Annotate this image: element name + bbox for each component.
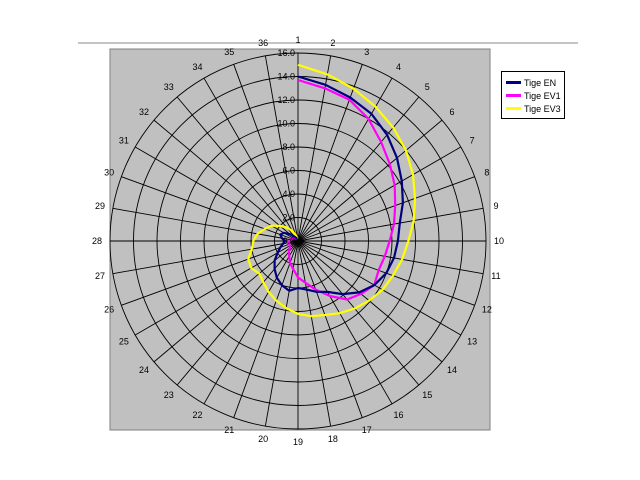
grid-spoke — [297, 96, 420, 242]
grid-spoke — [297, 240, 484, 275]
grid-spoke — [121, 240, 299, 306]
category-label: 16 — [393, 410, 403, 420]
category-label: 2 — [330, 38, 335, 48]
category-label: 15 — [422, 390, 432, 400]
radial-tick-label: 10.0 — [277, 119, 295, 129]
category-label: 26 — [104, 305, 114, 315]
grid-spoke — [112, 240, 299, 275]
category-label: 30 — [104, 167, 114, 177]
grid-spoke — [297, 240, 462, 336]
radial-tick-label: 14.0 — [277, 72, 295, 82]
grid-spoke — [297, 207, 484, 242]
category-label: 25 — [119, 337, 129, 347]
legend-label: Tige EV3 — [524, 103, 561, 114]
category-label: 17 — [362, 425, 372, 435]
category-label: 19 — [293, 437, 303, 447]
legend-swatch — [506, 81, 521, 84]
category-label: 7 — [470, 136, 475, 146]
grid-spoke — [176, 240, 299, 386]
grid-spoke — [233, 240, 299, 418]
category-label: 9 — [493, 201, 498, 211]
category-label: 11 — [491, 271, 500, 281]
radial-tick-label: 12.0 — [277, 95, 295, 105]
grid-spoke — [121, 176, 299, 242]
category-label: 18 — [328, 434, 338, 444]
series-line — [273, 75, 404, 296]
grid-spoke — [112, 207, 299, 242]
grid-spoke — [297, 240, 332, 427]
category-label: 33 — [164, 82, 174, 92]
series-line — [247, 63, 417, 318]
legend-label: Tige EN — [524, 77, 557, 88]
grid-spoke — [264, 55, 299, 242]
grid-spoke — [297, 240, 420, 386]
radial-tick-label: 0.0 — [282, 236, 295, 246]
grid-spoke — [297, 55, 332, 242]
category-label: 10 — [494, 236, 504, 246]
legend-item: Tige EN — [506, 76, 564, 89]
radial-tick-label: 16.0 — [277, 48, 295, 58]
grid-spoke — [233, 64, 299, 242]
grid-spoke — [297, 64, 363, 242]
grid-spoke — [297, 146, 462, 242]
radial-tick-label: 4.0 — [282, 189, 295, 199]
radial-tick-label: 6.0 — [282, 166, 295, 176]
series-line — [286, 78, 397, 301]
radial-tick-label: 2.0 — [282, 213, 295, 223]
category-label: 3 — [364, 47, 369, 57]
category-label: 21 — [224, 425, 234, 435]
category-label: 23 — [164, 390, 174, 400]
legend-swatch — [506, 94, 521, 97]
category-label: 36 — [258, 38, 268, 48]
category-label: 4 — [396, 62, 401, 72]
grid-spoke — [297, 77, 393, 242]
radial-grid — [109, 52, 487, 430]
legend-label: Tige EV1 — [524, 90, 561, 101]
category-label: 27 — [95, 271, 105, 281]
category-label: 5 — [425, 82, 430, 92]
grid-spoke — [297, 176, 475, 242]
category-label: 1 — [295, 35, 300, 45]
grid-spoke — [297, 240, 443, 363]
category-label: 13 — [467, 337, 477, 347]
grid-spoke — [297, 119, 443, 242]
legend: Tige EN Tige EV1 Tige EV3 — [501, 71, 565, 119]
grid-spoke — [176, 96, 299, 242]
grid-spoke — [134, 240, 299, 336]
grid-spoke — [297, 240, 393, 405]
legend-swatch — [506, 107, 521, 110]
category-label: 14 — [447, 365, 457, 375]
category-label: 31 — [119, 136, 129, 146]
legend-item: Tige EV1 — [506, 89, 564, 102]
category-label: 32 — [139, 107, 149, 117]
grid-spoke — [153, 119, 299, 242]
category-label: 20 — [258, 434, 268, 444]
grid-spoke — [203, 240, 299, 405]
category-label: 24 — [139, 365, 149, 375]
category-label: 22 — [192, 410, 202, 420]
grid-spoke — [264, 240, 299, 427]
axis-labels: 1 234567891011121314151617181920212223242… — [92, 35, 504, 447]
category-label: 35 — [224, 47, 234, 57]
category-label: 28 — [92, 236, 102, 246]
legend-item: Tige EV3 — [506, 102, 564, 115]
category-label: 8 — [484, 167, 489, 177]
category-label: 6 — [449, 107, 454, 117]
category-label: 12 — [482, 305, 492, 315]
series-lines — [247, 63, 417, 318]
grid-spoke — [297, 240, 363, 418]
radial-tick-label: 8.0 — [282, 142, 295, 152]
category-label: 34 — [192, 62, 202, 72]
category-label: 29 — [95, 201, 105, 211]
grid-spoke — [203, 77, 299, 242]
